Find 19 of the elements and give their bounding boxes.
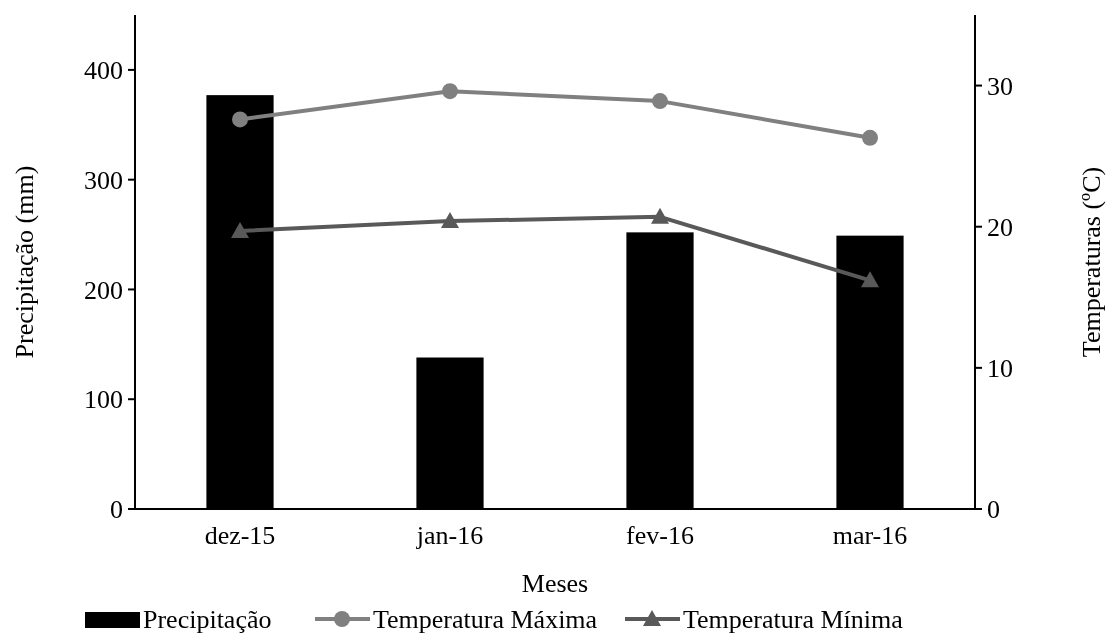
legend-label: Temperatura Máxima [373,605,598,634]
x-axis-title: Meses [521,569,589,598]
y2-tick-label: 30 [987,71,1013,101]
y-tick-label: 400 [84,55,123,85]
legend-label: Precipitação [143,605,272,634]
x-tick-label: fev-16 [626,521,694,550]
x-tick-label: mar-16 [832,521,908,550]
legend-label: Temperatura Mínima [683,605,904,634]
y2-axis-title: Temperaturas (ºC) [1077,166,1106,358]
y-tick-label: 300 [84,165,123,195]
y2-tick-label: 0 [987,495,1000,525]
y-tick-label: 200 [84,275,123,305]
y-tick-label: 0 [110,495,123,525]
x-tick-label: jan-16 [415,521,484,550]
y-axis-title: Precipitação (mm) [10,165,39,359]
y2-tick-label: 10 [987,353,1013,383]
x-tick-label: dez-15 [204,521,276,550]
y-tick-label: 100 [84,385,123,415]
y2-tick-label: 20 [987,212,1013,242]
